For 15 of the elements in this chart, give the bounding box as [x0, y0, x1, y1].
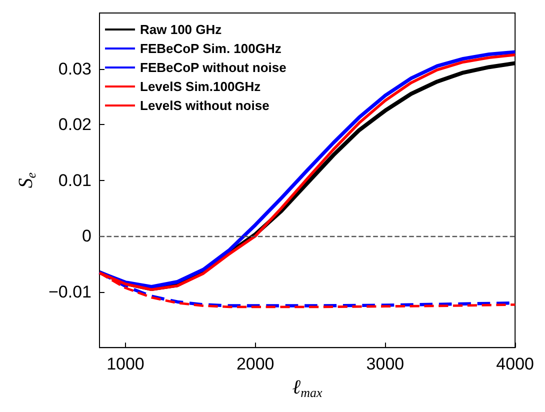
legend-label: FEBeCoP Sim. 100GHz [140, 41, 282, 56]
x-tick-label: 3000 [366, 354, 404, 374]
legend-label: FEBeCoP without noise [140, 60, 286, 75]
x-tick-label: 2000 [236, 354, 274, 374]
legend-label: LevelS Sim.100GHz [140, 79, 262, 94]
legend-label: Raw 100 GHz [140, 22, 222, 37]
y-tick-label: 0.03 [58, 59, 92, 78]
y-tick-label: 0.02 [58, 115, 92, 134]
x-tick-label: 4000 [496, 354, 534, 374]
legend-label: LevelS without noise [140, 98, 270, 113]
y-axis-title: Se [15, 172, 38, 188]
x-tick-label: 1000 [106, 354, 144, 374]
y-tick-label: 0.01 [58, 170, 92, 190]
y-tick-label: 0 [82, 226, 92, 246]
y-tick-label: −0.01 [48, 282, 92, 302]
